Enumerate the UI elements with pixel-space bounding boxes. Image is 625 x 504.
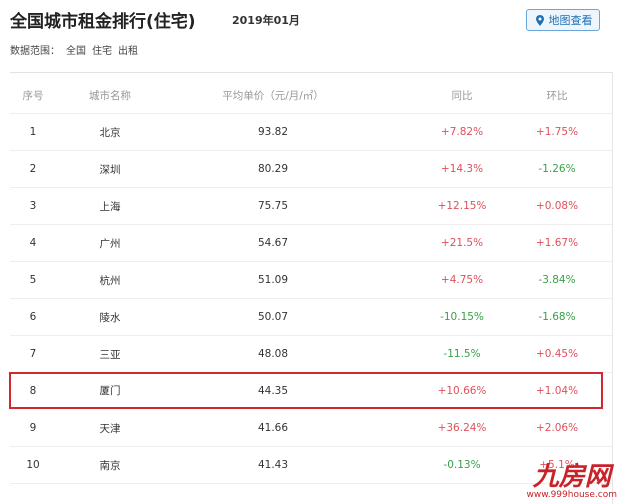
city: 上海	[99, 200, 121, 213]
city: 北京	[99, 126, 121, 139]
column-header: 环比	[546, 89, 568, 102]
rank: 9	[29, 422, 37, 434]
price: 41.43	[257, 459, 289, 471]
rank: 6	[29, 311, 37, 323]
table-row: 5 杭州 51.09 +4.75% -3.84%	[10, 262, 612, 299]
highlighted-row: 8 厦门 44.35 +10.66% +1.04%	[9, 372, 603, 409]
yoy: +21.5%	[440, 237, 484, 249]
mom: +1.04%	[535, 384, 579, 397]
mom: -3.84%	[538, 274, 576, 286]
mom: +1.67%	[535, 237, 579, 249]
yoy: -0.13%	[443, 459, 481, 471]
rank: 8	[29, 384, 37, 397]
price: 50.07	[257, 311, 289, 323]
yoy: +36.24%	[437, 422, 487, 434]
price: 75.75	[257, 200, 289, 212]
yoy: +12.15%	[437, 200, 487, 212]
price: 51.09	[257, 274, 289, 286]
mom: +2.06%	[535, 422, 579, 434]
price: 80.29	[257, 163, 289, 175]
price: 54.67	[257, 237, 289, 249]
mom: +1.75%	[535, 126, 579, 138]
price: 93.82	[257, 126, 289, 138]
rank: 7	[29, 348, 37, 360]
table-header: 序号 城市名称 平均单价（元/月/㎡） 同比 环比	[10, 77, 612, 114]
divider	[10, 72, 612, 73]
map-button[interactable]: 地图查看	[526, 9, 600, 31]
mom: +5.1%	[539, 459, 575, 471]
city: 杭州	[99, 274, 121, 287]
filter-option[interactable]: 出租	[118, 46, 138, 57]
yoy: +14.3%	[440, 163, 484, 175]
mom: -1.26%	[538, 163, 576, 175]
table-row: 9 天津 41.66 +36.24% +2.06%	[10, 410, 612, 447]
city: 陵水	[99, 311, 121, 324]
table-row: 3 上海 75.75 +12.15% +0.08%	[10, 188, 612, 225]
filter-option[interactable]: 住宅	[92, 46, 112, 57]
column-header: 同比	[451, 89, 473, 102]
rank: 3	[29, 200, 37, 212]
column-header: 序号	[22, 89, 44, 102]
table-row: 2 深圳 80.29 +14.3% -1.26%	[10, 151, 612, 188]
filter: 数据范围： 全国 住宅 出租	[10, 42, 144, 57]
mom: +0.08%	[535, 200, 579, 212]
table-row: 7 三亚 48.08 -11.5% +0.45%	[10, 336, 612, 373]
mom: +0.45%	[535, 348, 579, 360]
yoy: +10.66%	[437, 384, 487, 397]
price: 44.35	[257, 384, 289, 397]
watermark-brand: 九房网	[532, 462, 611, 492]
table-row: 6 陵水 50.07 -10.15% -1.68%	[10, 299, 612, 336]
rank: 10	[26, 459, 40, 471]
price: 48.08	[257, 348, 289, 360]
scroll-edge	[612, 72, 613, 504]
rank: 1	[29, 126, 37, 138]
map-button-label: 地图查看	[548, 14, 593, 27]
table-row: 4 广州 54.67 +21.5% +1.67%	[10, 225, 612, 262]
date: 2019年01月	[232, 14, 300, 27]
city: 天津	[99, 422, 121, 435]
yoy: -11.5%	[443, 348, 481, 360]
map-icon	[535, 15, 544, 26]
rank: 4	[29, 237, 37, 249]
yoy: +7.82%	[440, 126, 484, 138]
watermark: 九房网 www.999house.com	[526, 464, 617, 500]
city: 广州	[99, 237, 121, 250]
filter-label: 数据范围：	[10, 46, 60, 57]
city: 深圳	[99, 163, 121, 176]
watermark-url: www.999house.com	[526, 490, 617, 500]
page-title: 全国城市租金排行(住宅)	[10, 12, 196, 32]
table-row: 1 北京 93.82 +7.82% +1.75%	[10, 114, 612, 151]
rank: 2	[29, 163, 37, 175]
table-row: 10 南京 41.43 -0.13% +5.1%	[10, 447, 612, 484]
column-header: 平均单价（元/月/㎡）	[222, 89, 324, 102]
price: 41.66	[257, 422, 289, 434]
city: 三亚	[99, 348, 121, 361]
filter-option[interactable]: 全国	[66, 46, 86, 57]
column-header: 城市名称	[89, 89, 131, 102]
mom: -1.68%	[538, 311, 576, 323]
yoy: -10.15%	[440, 311, 484, 323]
city: 南京	[99, 459, 121, 472]
yoy: +4.75%	[440, 274, 484, 286]
city: 厦门	[99, 385, 121, 397]
rank: 5	[29, 274, 37, 286]
